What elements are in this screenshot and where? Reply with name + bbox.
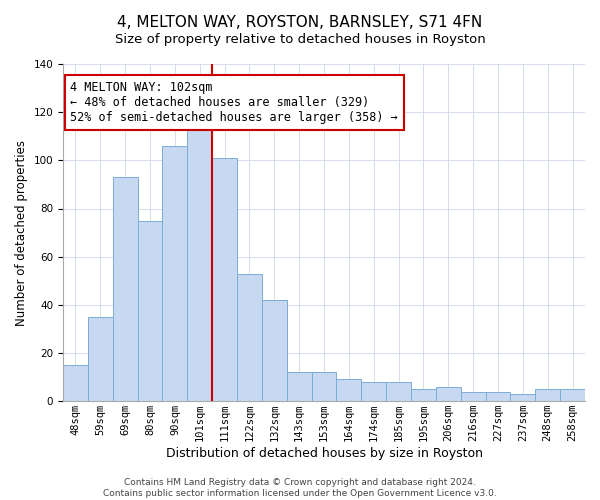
- X-axis label: Distribution of detached houses by size in Royston: Distribution of detached houses by size …: [166, 447, 482, 460]
- Bar: [461, 392, 485, 401]
- Y-axis label: Number of detached properties: Number of detached properties: [15, 140, 28, 326]
- Bar: [212, 158, 237, 401]
- Bar: [237, 274, 262, 401]
- Bar: [511, 394, 535, 401]
- Bar: [386, 382, 411, 401]
- Bar: [262, 300, 287, 401]
- Bar: [436, 386, 461, 401]
- Bar: [411, 389, 436, 401]
- Text: 4 MELTON WAY: 102sqm
← 48% of detached houses are smaller (329)
52% of semi-deta: 4 MELTON WAY: 102sqm ← 48% of detached h…: [70, 81, 398, 124]
- Bar: [287, 372, 311, 401]
- Bar: [88, 317, 113, 401]
- Bar: [337, 380, 361, 401]
- Bar: [137, 220, 163, 401]
- Bar: [113, 177, 137, 401]
- Text: Size of property relative to detached houses in Royston: Size of property relative to detached ho…: [115, 32, 485, 46]
- Text: Contains HM Land Registry data © Crown copyright and database right 2024.
Contai: Contains HM Land Registry data © Crown c…: [103, 478, 497, 498]
- Bar: [535, 389, 560, 401]
- Bar: [63, 365, 88, 401]
- Text: 4, MELTON WAY, ROYSTON, BARNSLEY, S71 4FN: 4, MELTON WAY, ROYSTON, BARNSLEY, S71 4F…: [118, 15, 482, 30]
- Bar: [187, 126, 212, 401]
- Bar: [163, 146, 187, 401]
- Bar: [361, 382, 386, 401]
- Bar: [560, 389, 585, 401]
- Bar: [485, 392, 511, 401]
- Bar: [311, 372, 337, 401]
